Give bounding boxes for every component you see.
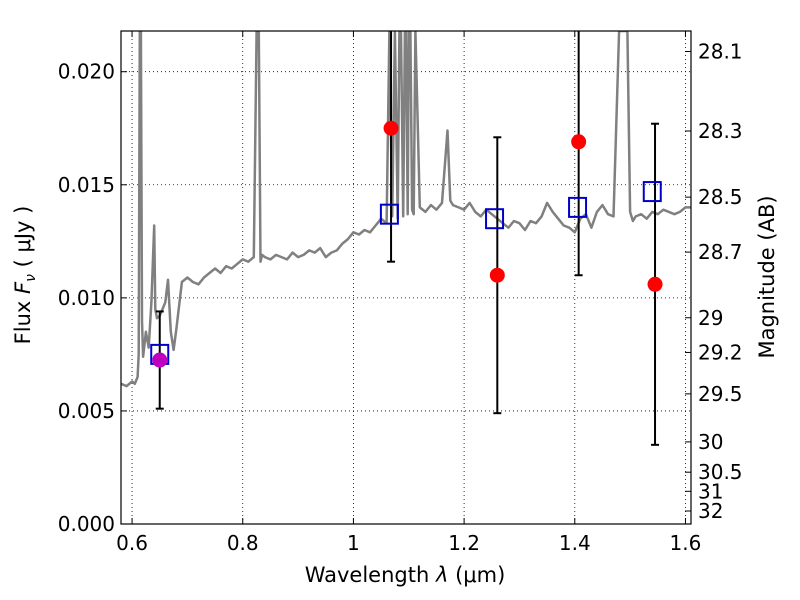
y-tick-label: 0.000 [58, 512, 115, 536]
right-tick-label: 31 [698, 479, 723, 503]
observed-flux-point [571, 134, 587, 150]
y-tick-label: 0.015 [58, 173, 115, 197]
x-tick-label: 0.6 [116, 531, 148, 555]
x-tick-label: 1 [347, 531, 360, 555]
model-photometry-square [568, 196, 588, 218]
right-tick-label: 28.3 [698, 119, 743, 143]
right-tick-label: 28.5 [698, 185, 743, 209]
observed-flux-point [152, 352, 168, 368]
model-photometry-square [642, 181, 662, 203]
observed-flux-point [647, 276, 663, 292]
right-tick-label: 29.2 [698, 340, 743, 364]
axis-ticks: 0.6 0.8 1 1.2 1.4 1.6 0.000 0.005 0.010 0.015 0.02… [58, 31, 743, 555]
observed-flux-point [489, 267, 505, 283]
y-tick-label: 0.020 [58, 60, 115, 84]
model-photometry-square [485, 208, 505, 230]
model-spectrum-line [121, 31, 691, 388]
y-tick-label: 0.005 [58, 399, 115, 423]
right-tick-label: 28.7 [698, 240, 743, 264]
plot-frame [120, 30, 692, 525]
y-tick-label: 0.010 [58, 286, 115, 310]
right-tick-label: 29 [698, 306, 723, 330]
x-tick-label: 1.6 [670, 531, 702, 555]
x-axis-label: Wavelength λ (μm) [305, 563, 506, 587]
right-axis-label: Magnitude (AB) [755, 195, 779, 358]
x-tick-label: 1.2 [448, 531, 480, 555]
plot-area [121, 31, 691, 446]
y-axis-label: Flux Fν ( μJy ) [11, 206, 39, 345]
right-tick-label: 28.1 [698, 40, 743, 64]
x-tick-label: 1.4 [559, 531, 591, 555]
observed-flux-point [383, 120, 399, 136]
right-tick-label: 29.5 [698, 382, 743, 406]
right-tick-label: 30.5 [698, 460, 743, 484]
x-tick-label: 0.8 [227, 531, 259, 555]
right-tick-label: 32 [698, 499, 723, 523]
right-tick-label: 30 [698, 430, 723, 454]
model-photometry-square [379, 203, 399, 225]
